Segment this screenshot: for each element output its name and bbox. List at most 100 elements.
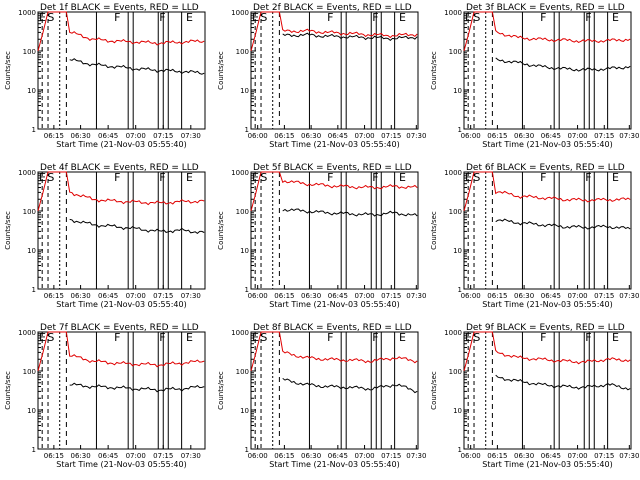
y-tick-label: 1000 <box>231 169 249 177</box>
event-marker-label: E <box>399 11 406 24</box>
series-lld-line <box>37 171 205 212</box>
x-tick-label: 07:30 <box>406 452 426 460</box>
x-tick-label: 07:00 <box>354 132 374 140</box>
y-tick-label: 1000 <box>444 169 462 177</box>
x-tick-label: 06:45 <box>328 292 348 300</box>
chart-panel-5: Det 5f BLACK = Events, RED = LLD Counts/s… <box>217 163 426 309</box>
plot-frame <box>37 171 206 290</box>
event-marker-label: E <box>39 331 46 344</box>
y-tick-label: 10 <box>27 247 36 255</box>
x-tick-label: 06:00 <box>461 132 481 140</box>
y-axis-label: Counts/sec <box>430 371 438 410</box>
y-tick-label: 100 <box>23 208 36 216</box>
series-lld-line <box>37 331 205 372</box>
event-marker-label: F <box>114 171 120 184</box>
event-marker-label: S <box>47 11 54 24</box>
x-tick-label: 06:30 <box>70 292 90 300</box>
event-marker-label: S <box>473 331 480 344</box>
series-events-line <box>69 218 205 235</box>
x-axis-label: Start Time (21-Nov-03 05:55:40) <box>56 140 186 149</box>
y-axis-label: Counts/sec <box>4 51 12 90</box>
series-lld-line <box>250 331 418 372</box>
x-tick-label: 07:00 <box>126 292 146 300</box>
event-marker-label: S <box>260 11 267 24</box>
y-tick-label: 1000 <box>444 9 462 17</box>
plot-title: Det 8f BLACK = Events, RED = LLD <box>253 323 412 333</box>
chart-panel-8: Det 8f BLACK = Events, RED = LLD Counts/s… <box>217 323 426 469</box>
plot-title: Det 7f BLACK = Events, RED = LLD <box>40 323 199 333</box>
x-tick-label: 07:30 <box>406 132 426 140</box>
series-events-line <box>282 208 418 217</box>
event-marker-label: E <box>252 11 259 24</box>
x-tick-label: 07:30 <box>619 452 639 460</box>
y-tick-label: 1 <box>458 446 462 454</box>
plot-frame <box>250 331 419 450</box>
plot-title: Det 6f BLACK = Events, RED = LLD <box>466 163 625 173</box>
chart-panel-1: Det 1f BLACK = Events, RED = LLD Counts/s… <box>4 3 206 149</box>
y-tick-label: 100 <box>236 368 249 376</box>
event-marker-label: E <box>612 11 619 24</box>
x-tick-label: 06:00 <box>248 132 268 140</box>
x-tick-label: 06:30 <box>70 452 90 460</box>
x-tick-label: 06:45 <box>98 132 118 140</box>
event-marker-label: S <box>473 171 480 184</box>
series-lld-line <box>37 11 205 52</box>
x-tick-label: 06:45 <box>328 132 348 140</box>
plot-frame <box>463 11 632 130</box>
y-axis-label: Counts/sec <box>217 211 225 250</box>
y-tick-label: 10 <box>27 87 36 95</box>
series-lld-line <box>463 331 631 372</box>
event-marker-label: S <box>260 331 267 344</box>
y-tick-label: 10 <box>240 87 249 95</box>
chart-panel-4: Det 4f BLACK = Events, RED = LLD Counts/s… <box>4 163 206 309</box>
y-tick-label: 100 <box>449 48 462 56</box>
x-tick-label: 07:15 <box>594 132 614 140</box>
event-marker-label: E <box>612 331 619 344</box>
y-tick-label: 10 <box>240 247 249 255</box>
y-tick-label: 1 <box>32 286 36 294</box>
y-tick-label: 1 <box>458 286 462 294</box>
x-tick-label: 06:30 <box>301 452 321 460</box>
event-marker-label: F <box>372 171 378 184</box>
x-axis-label: Start Time (21-Nov-03 05:55:40) <box>56 300 186 309</box>
x-tick-label: 06:45 <box>98 452 118 460</box>
chart-panel-2: Det 2f BLACK = Events, RED = LLD Counts/s… <box>217 3 426 149</box>
x-tick-label: 07:15 <box>153 292 173 300</box>
y-tick-label: 1 <box>245 446 249 454</box>
series-lld-line <box>250 171 418 212</box>
event-marker-label: F <box>372 331 378 344</box>
chart-panel-9: Det 9f BLACK = Events, RED = LLD Counts/s… <box>430 323 639 469</box>
y-tick-label: 1 <box>32 126 36 134</box>
y-tick-label: 1000 <box>444 329 462 337</box>
y-axis-label: Counts/sec <box>430 51 438 90</box>
x-tick-label: 07:30 <box>181 292 201 300</box>
event-marker-label: F <box>159 171 165 184</box>
y-tick-label: 100 <box>23 48 36 56</box>
event-marker-label: F <box>159 331 165 344</box>
x-axis-label: Start Time (21-Nov-03 05:55:40) <box>482 300 612 309</box>
event-marker-label: F <box>540 331 546 344</box>
plot-frame <box>250 171 419 290</box>
x-tick-label: 07:00 <box>567 132 587 140</box>
chart-panel-7: Det 7f BLACK = Events, RED = LLD Counts/s… <box>4 323 206 469</box>
x-axis-label: Start Time (21-Nov-03 05:55:40) <box>56 460 186 469</box>
x-tick-label: 06:30 <box>301 132 321 140</box>
x-tick-label: 06:15 <box>487 292 507 300</box>
x-tick-label: 06:15 <box>274 292 294 300</box>
plot-title: Det 9f BLACK = Events, RED = LLD <box>466 323 625 333</box>
x-tick-label: 06:30 <box>514 292 534 300</box>
x-tick-label: 06:45 <box>541 452 561 460</box>
y-tick-label: 10 <box>27 407 36 415</box>
series-events-line <box>69 382 205 393</box>
x-axis-label: Start Time (21-Nov-03 05:55:40) <box>269 140 399 149</box>
y-tick-label: 1000 <box>231 9 249 17</box>
x-tick-label: 07:15 <box>594 452 614 460</box>
x-tick-label: 07:00 <box>567 292 587 300</box>
event-marker-label: F <box>327 11 333 24</box>
x-tick-label: 07:15 <box>381 452 401 460</box>
chart-panel-6: Det 6f BLACK = Events, RED = LLD Counts/s… <box>430 163 639 309</box>
y-tick-label: 100 <box>23 368 36 376</box>
x-tick-label: 06:00 <box>461 452 481 460</box>
plot-title: Det 2f BLACK = Events, RED = LLD <box>253 3 412 13</box>
x-tick-label: 07:30 <box>181 452 201 460</box>
